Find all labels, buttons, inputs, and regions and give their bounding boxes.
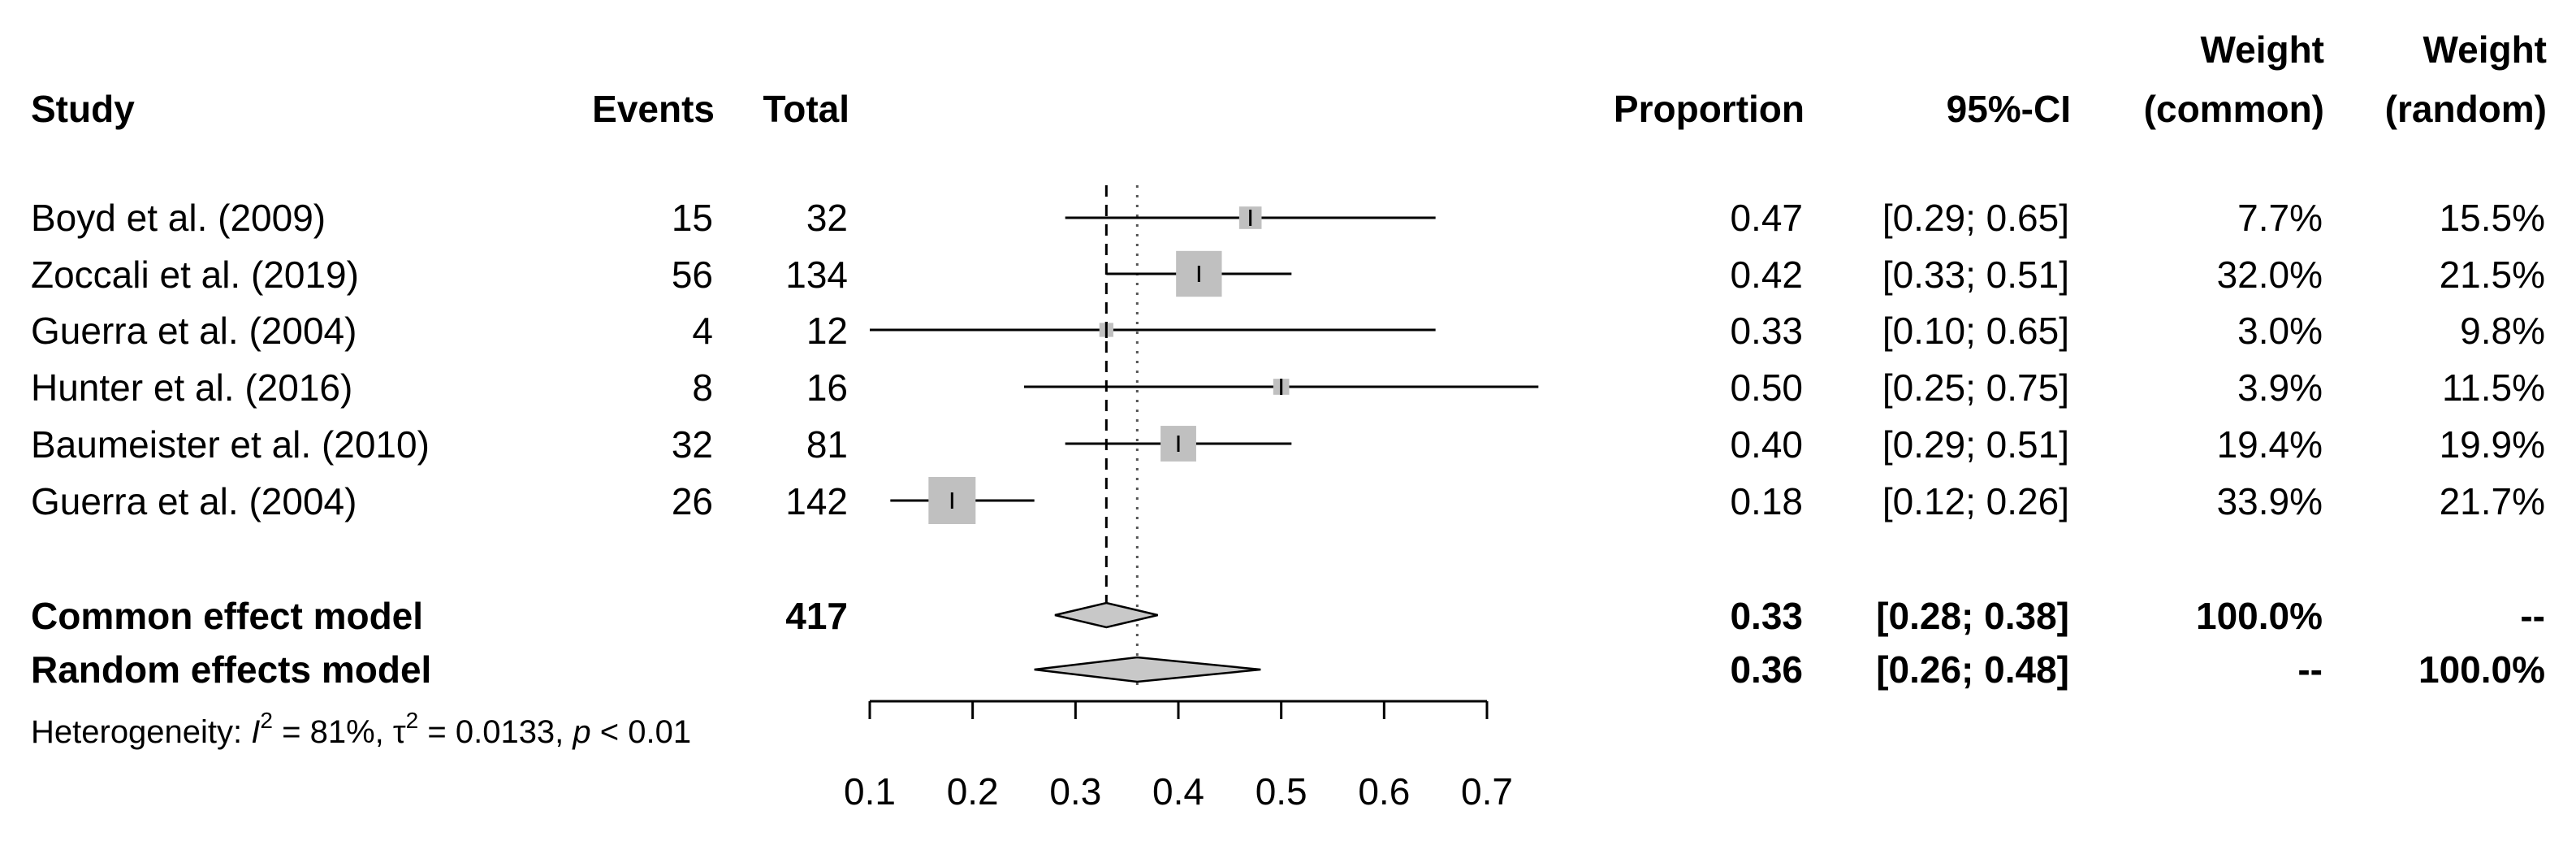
study-ci: [0.29; 0.51] bbox=[1882, 423, 2069, 466]
study-weight-random: 19.9% bbox=[2440, 423, 2545, 466]
het-tau-sup: 2 bbox=[406, 708, 419, 733]
common-effect-diamond bbox=[1054, 601, 1158, 629]
study-name: Zoccali et al. (2019) bbox=[31, 254, 359, 296]
random-model-ci: [0.26; 0.48] bbox=[1876, 648, 2069, 691]
study-events: 4 bbox=[692, 310, 713, 352]
study-ci: [0.25; 0.75] bbox=[1882, 366, 2069, 409]
common-model-ci: [0.28; 0.38] bbox=[1876, 595, 2069, 637]
header-proportion: Proportion bbox=[1614, 88, 1804, 130]
study-proportion: 0.40 bbox=[1730, 423, 1803, 466]
study-name: Guerra et al. (2004) bbox=[31, 310, 357, 352]
x-axis-tick-label: 0.2 bbox=[947, 770, 999, 813]
het-prefix: Heterogeneity: bbox=[31, 714, 251, 750]
study-rows: Boyd et al. (2009) 15 32 0.47 [0.29; 0.6… bbox=[31, 197, 2545, 522]
study-events: 8 bbox=[692, 366, 713, 409]
het-i-sup: 2 bbox=[260, 708, 273, 733]
header-total: Total bbox=[763, 88, 849, 130]
header-weight-common-2: (common) bbox=[2144, 88, 2324, 130]
x-axis-tick-label: 0.6 bbox=[1358, 770, 1410, 813]
study-name: Guerra et al. (2004) bbox=[31, 480, 357, 522]
random-model-label: Random effects model bbox=[31, 648, 431, 691]
het-p-value: < 0.01 bbox=[591, 714, 691, 750]
x-axis-tick-label: 0.7 bbox=[1461, 770, 1513, 813]
common-model-weight-common: 100.0% bbox=[2196, 595, 2323, 637]
study-total: 142 bbox=[785, 480, 848, 522]
het-i-value: = 81%, bbox=[273, 714, 393, 750]
table-row: Guerra et al. (2004) 4 12 0.33 [0.10; 0.… bbox=[31, 310, 2545, 352]
study-events: 56 bbox=[672, 254, 713, 296]
table-row: Zoccali et al. (2019) 56 134 0.42 [0.33;… bbox=[31, 254, 2545, 296]
study-ci: [0.33; 0.51] bbox=[1882, 254, 2069, 296]
heterogeneity-text: Heterogeneity: I2 = 81%, τ2 = 0.0133, p … bbox=[31, 708, 691, 750]
study-weight-common: 32.0% bbox=[2217, 254, 2323, 296]
het-p-symbol: p bbox=[572, 714, 590, 750]
common-model-label: Common effect model bbox=[31, 595, 423, 637]
study-weight-common: 3.0% bbox=[2237, 310, 2323, 352]
table-row: Boyd et al. (2009) 15 32 0.47 [0.29; 0.6… bbox=[31, 197, 2545, 239]
random-model-weight-random: 100.0% bbox=[2418, 648, 2545, 691]
header-weight-random-1: Weight bbox=[2423, 28, 2547, 71]
study-weight-random: 21.7% bbox=[2440, 480, 2545, 522]
common-model-proportion: 0.33 bbox=[1730, 595, 1803, 637]
random-model-proportion: 0.36 bbox=[1730, 648, 1803, 691]
study-weight-common: 33.9% bbox=[2217, 480, 2323, 522]
study-name: Baumeister et al. (2010) bbox=[31, 423, 430, 466]
forest-plot-area: 0.1 0.2 0.3 0.4 0.5 0.6 0.7 bbox=[844, 185, 1539, 813]
x-axis-tick-label: 0.5 bbox=[1256, 770, 1307, 813]
study-total: 12 bbox=[806, 310, 848, 352]
study-proportion: 0.33 bbox=[1730, 310, 1803, 352]
table-row: Baumeister et al. (2010) 32 81 0.40 [0.2… bbox=[31, 423, 2545, 466]
study-events: 15 bbox=[672, 197, 713, 239]
random-effect-diamond bbox=[1034, 656, 1261, 683]
random-model-weight-common: -- bbox=[2297, 648, 2323, 691]
header-study: Study bbox=[31, 88, 135, 130]
header-ci: 95%-CI bbox=[1947, 88, 2071, 130]
study-events: 26 bbox=[672, 480, 713, 522]
study-weight-random: 11.5% bbox=[2442, 366, 2545, 409]
study-total: 134 bbox=[785, 254, 848, 296]
study-proportion: 0.18 bbox=[1730, 480, 1803, 522]
study-weight-random: 15.5% bbox=[2440, 197, 2545, 239]
study-ci: [0.10; 0.65] bbox=[1882, 310, 2069, 352]
pooled-rows: Common effect model 417 0.33 [0.28; 0.38… bbox=[31, 595, 2545, 691]
study-proportion: 0.42 bbox=[1730, 254, 1803, 296]
study-total: 32 bbox=[806, 197, 848, 239]
study-weight-random: 21.5% bbox=[2440, 254, 2545, 296]
common-model-weight-random: -- bbox=[2520, 595, 2545, 637]
study-ci: [0.12; 0.26] bbox=[1882, 480, 2069, 522]
x-axis-tick-label: 0.4 bbox=[1152, 770, 1204, 813]
study-weight-common: 7.7% bbox=[2237, 197, 2323, 239]
x-axis-tick-label: 0.1 bbox=[844, 770, 896, 813]
table-row: Hunter et al. (2016) 8 16 0.50 [0.25; 0.… bbox=[31, 366, 2545, 409]
common-model-row: Common effect model 417 0.33 [0.28; 0.38… bbox=[31, 595, 2545, 637]
study-proportion: 0.47 bbox=[1730, 197, 1803, 239]
study-name: Boyd et al. (2009) bbox=[31, 197, 326, 239]
study-total: 16 bbox=[806, 366, 848, 409]
study-name: Hunter et al. (2016) bbox=[31, 366, 352, 409]
header-weight-common-1: Weight bbox=[2201, 28, 2324, 71]
header-events: Events bbox=[592, 88, 715, 130]
study-total: 81 bbox=[806, 423, 848, 466]
study-weight-common: 3.9% bbox=[2237, 366, 2323, 409]
x-axis-tick-label: 0.3 bbox=[1049, 770, 1101, 813]
random-model-row: Random effects model 0.36 [0.26; 0.48] -… bbox=[31, 648, 2545, 691]
study-ci: [0.29; 0.65] bbox=[1882, 197, 2069, 239]
study-weight-common: 19.4% bbox=[2217, 423, 2323, 466]
het-i-symbol: I bbox=[251, 714, 260, 750]
het-tau-symbol: τ bbox=[393, 714, 406, 750]
study-weight-random: 9.8% bbox=[2460, 310, 2545, 352]
het-tau-value: = 0.0133, bbox=[418, 714, 573, 750]
table-row: Guerra et al. (2004) 26 142 0.18 [0.12; … bbox=[31, 480, 2545, 522]
study-proportion: 0.50 bbox=[1730, 366, 1803, 409]
study-events: 32 bbox=[672, 423, 713, 466]
header-weight-random-2: (random) bbox=[2385, 88, 2547, 130]
common-model-total: 417 bbox=[785, 595, 848, 637]
table-header: Study Events Total Proportion 95%-CI Wei… bbox=[31, 28, 2547, 130]
